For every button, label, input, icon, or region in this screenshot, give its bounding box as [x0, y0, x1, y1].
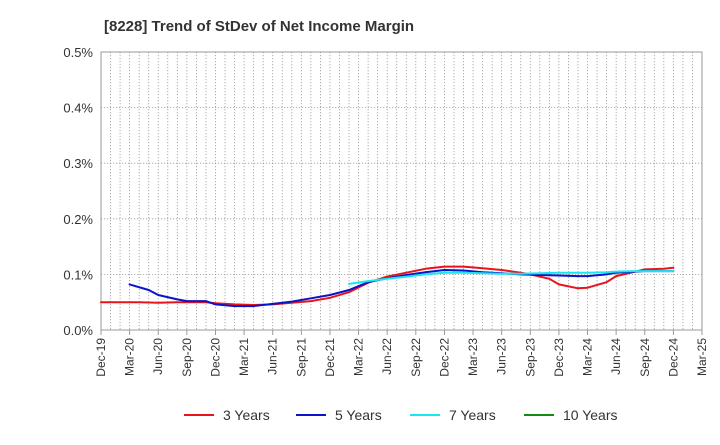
x-tick-label: Sep-24 — [638, 338, 652, 377]
x-tick-label: Sep-21 — [294, 338, 308, 377]
legend-label: 3 Years — [223, 407, 270, 423]
legend-label: 10 Years — [563, 407, 618, 423]
x-tick-label: Mar-24 — [581, 338, 595, 376]
x-tick-label: Jun-20 — [151, 338, 165, 375]
x-tick-label: Dec-21 — [323, 338, 337, 377]
grid-layer — [101, 52, 702, 330]
x-tick-label: Sep-22 — [409, 338, 423, 377]
series-layer — [100, 265, 675, 308]
x-tick-label: Mar-22 — [352, 338, 366, 376]
x-tick-label: Dec-19 — [94, 338, 108, 377]
y-tick-label: 0.0% — [63, 323, 93, 338]
y-tick-label: 0.4% — [63, 101, 93, 116]
x-tick-label: Sep-20 — [180, 338, 194, 377]
legend-label: 7 Years — [449, 407, 496, 423]
x-tick-label: Mar-20 — [123, 338, 137, 376]
y-tick-label: 0.1% — [63, 267, 93, 282]
axis-layer: 0.0% 0.1% 0.2% 0.3% 0.4% 0.5% Dec-19 Mar-20 Jun-… — [63, 45, 709, 377]
x-tick-label: Mar-21 — [237, 338, 251, 376]
x-tick-label: Dec-22 — [437, 338, 451, 377]
x-tick-label: Dec-23 — [552, 338, 566, 377]
legend-label: 5 Years — [335, 407, 382, 423]
x-tick-label: Dec-24 — [666, 338, 680, 377]
x-tick-label: Dec-20 — [208, 338, 222, 377]
x-tick-label: Jun-22 — [380, 338, 394, 375]
x-tick-label: Jun-23 — [495, 338, 509, 375]
y-tick-label: 0.3% — [63, 156, 93, 171]
x-tick-label: Mar-23 — [466, 338, 480, 376]
x-tick-label: Mar-25 — [695, 338, 709, 376]
y-tick-label: 0.5% — [63, 45, 93, 60]
series-line — [348, 270, 675, 285]
plot-frame — [100, 51, 703, 331]
series-line — [128, 269, 675, 308]
x-tick-label: Sep-23 — [523, 338, 537, 377]
y-tick-label: 0.2% — [63, 212, 93, 227]
x-tick-label: Jun-21 — [266, 338, 280, 375]
x-tick-label: Jun-24 — [609, 338, 623, 375]
series-line — [100, 265, 675, 306]
chart-title: [8228] Trend of StDev of Net Income Marg… — [104, 18, 414, 35]
legend: 3 Years 5 Years 7 Years 10 Years — [184, 407, 618, 423]
